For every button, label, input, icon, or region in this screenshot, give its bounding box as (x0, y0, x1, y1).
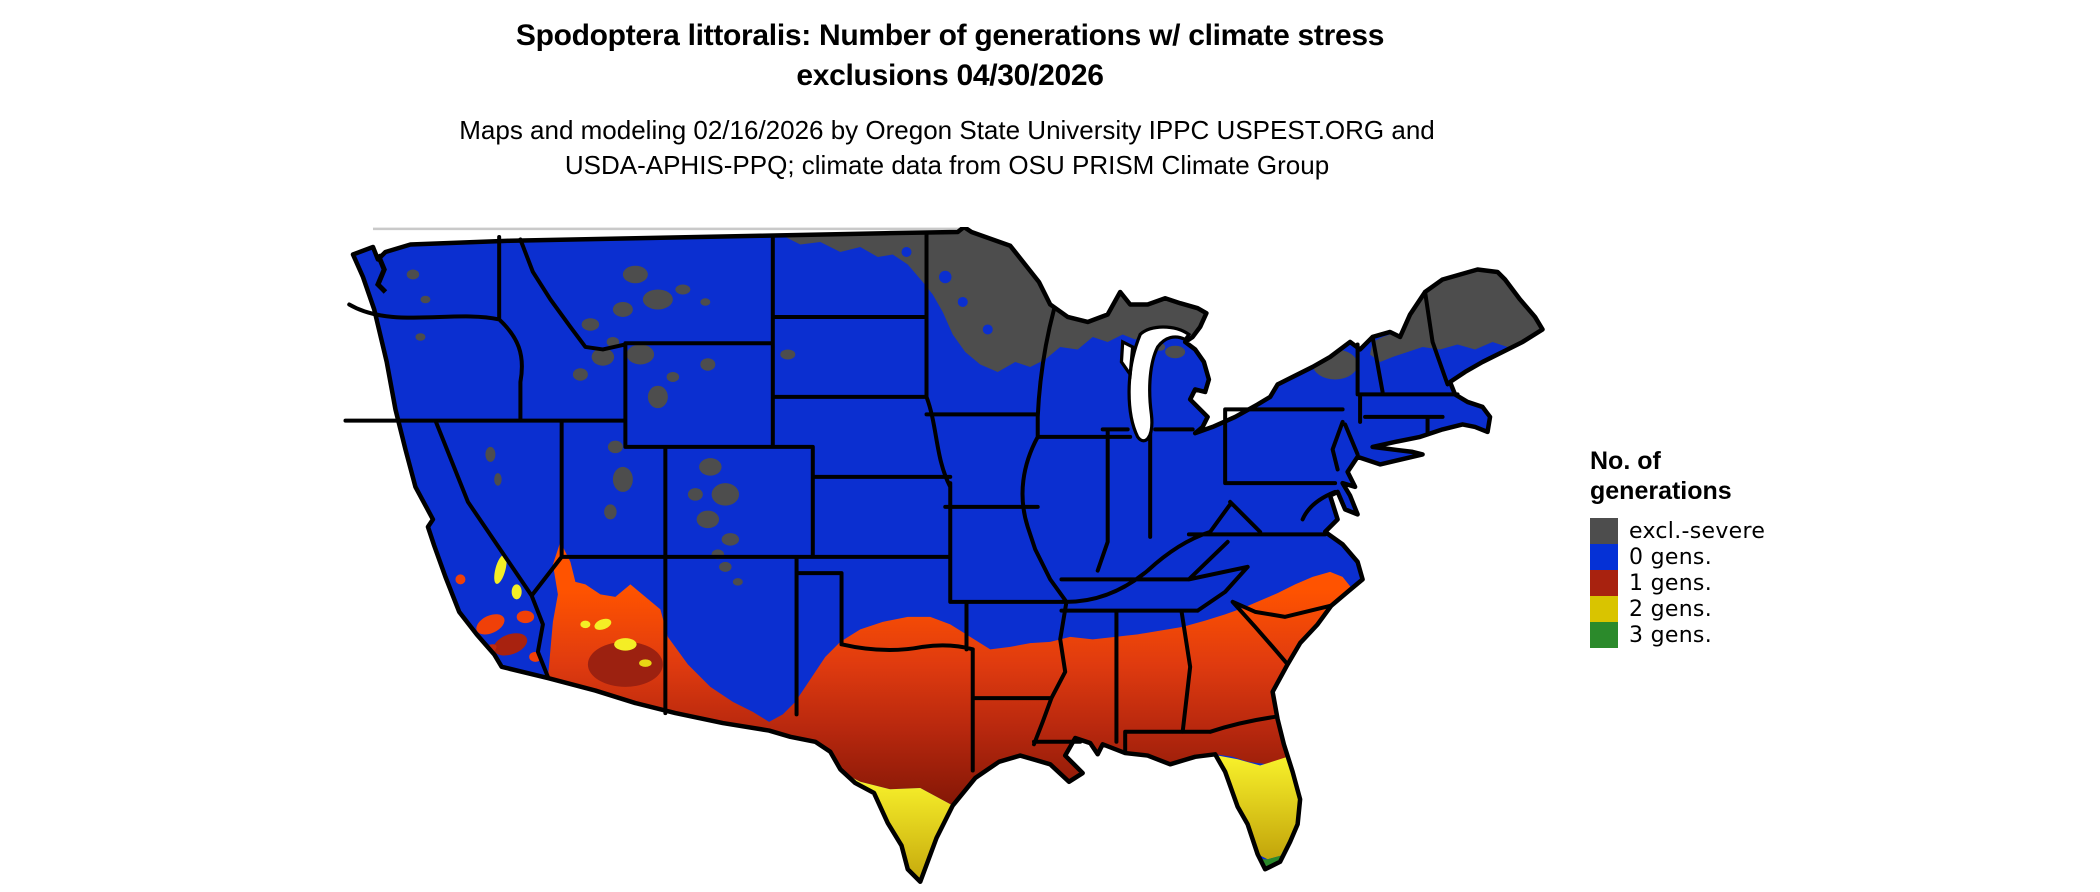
legend-items: excl.-severe 0 gens. 1 gens. 2 gens. 3 g… (1590, 518, 1830, 648)
puget-sound-water (375, 253, 388, 294)
legend-swatch (1590, 570, 1618, 596)
subtitle-line-1: Maps and modeling 02/16/2026 by Oregon S… (459, 115, 1435, 145)
title-line-1: Spodoptera littoralis: Number of generat… (515, 19, 1385, 52)
us-map-svg (343, 227, 1545, 885)
excluded-mountain-speckles (406, 265, 1202, 586)
legend-item-2-gens-: 2 gens. (1590, 596, 1830, 622)
green-bay (1119, 339, 1135, 380)
legend-title-line-1: No. of (1590, 447, 1661, 475)
legend-label: 1 gens. (1629, 570, 1712, 596)
legend-label: 0 gens. (1629, 544, 1712, 570)
region-excluded-northeast (1370, 269, 1543, 362)
title-line-2: exclusions 04/30/2026 (796, 59, 1104, 92)
state-borders (343, 231, 1460, 773)
us-outline (350, 227, 1545, 885)
page-title: Spodoptera littoralis: Number of generat… (0, 16, 1900, 96)
region-one-gen-band (547, 541, 1353, 806)
legend-item-excl-severe: excl.-severe (1590, 518, 1830, 544)
legend-swatch (1590, 622, 1618, 648)
map-legend: No. of generations excl.-severe 0 gens. … (1590, 446, 1830, 648)
legend-swatch (1590, 596, 1618, 622)
legend-swatch (1590, 544, 1618, 570)
lake-michigan (1127, 325, 1192, 443)
us-generations-map (335, 227, 1563, 888)
legend-swatch (1590, 518, 1618, 544)
excluded-area-blue-speckles (901, 246, 993, 335)
region-excluded-north-central (782, 227, 1207, 372)
legend-item-0-gens-: 0 gens. (1590, 544, 1830, 570)
legend-item-3-gens-: 3 gens. (1590, 622, 1830, 648)
legend-label: excl.-severe (1629, 518, 1766, 544)
region-two-gens-texas (840, 771, 953, 882)
region-two-gens-florida (1217, 755, 1301, 860)
legend-title-line-2: generations (1590, 477, 1732, 505)
map-subtitle: Maps and modeling 02/16/2026 by Oregon S… (0, 113, 1894, 183)
region-two-gens-southwest-spots (494, 554, 652, 667)
legend-label: 2 gens. (1629, 596, 1712, 622)
legend-item-1-gens-: 1 gens. (1590, 570, 1830, 596)
region-one-gen-arizona-core (587, 641, 663, 687)
legend-label: 3 gens. (1629, 622, 1712, 648)
subtitle-line-2: USDA-APHIS-PPQ; climate data from OSU PR… (564, 150, 1330, 180)
